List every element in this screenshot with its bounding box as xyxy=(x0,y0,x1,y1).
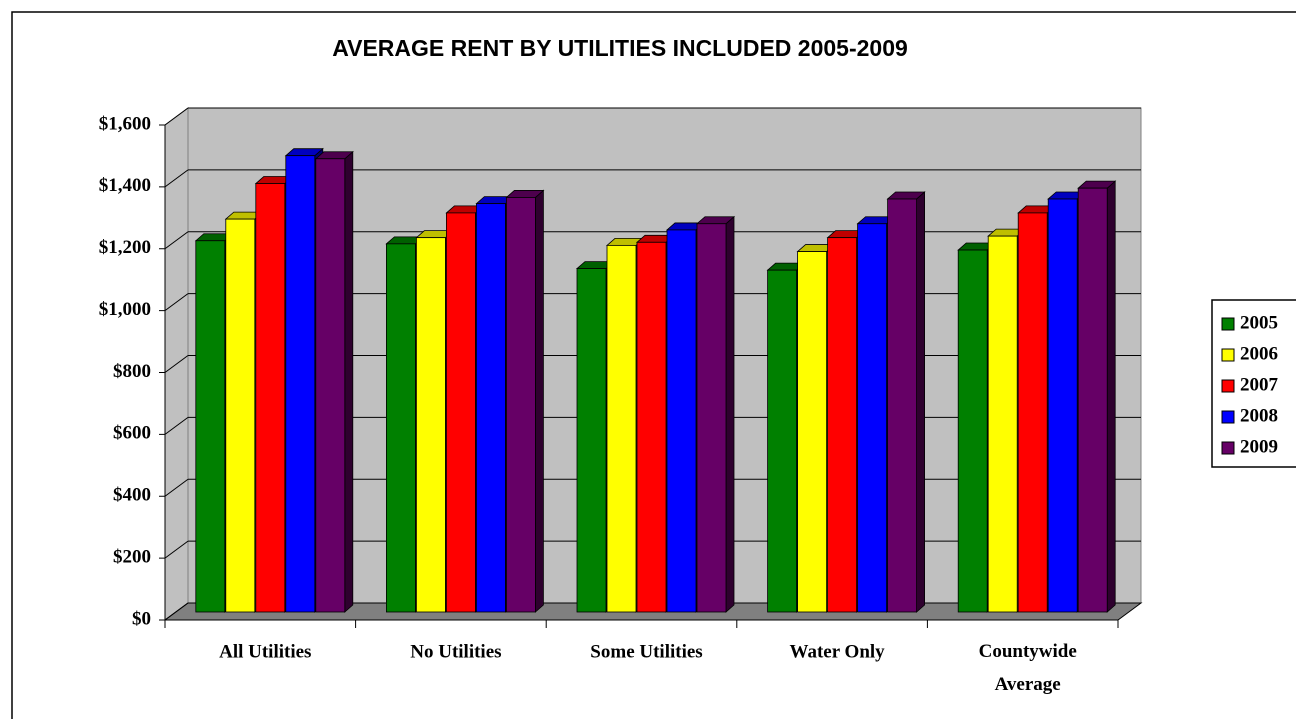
bar xyxy=(606,244,637,613)
bar xyxy=(445,212,476,613)
x-tick-label: Some Utilities xyxy=(590,641,702,662)
bar xyxy=(887,198,917,613)
grid-line-side xyxy=(164,416,189,435)
y-tick-label: $800 xyxy=(113,361,151,382)
bar xyxy=(576,268,607,613)
y-tick-label: $0 xyxy=(132,608,151,629)
bar xyxy=(385,243,416,613)
bar xyxy=(475,203,506,613)
bar xyxy=(1017,212,1048,613)
y-tick-label: $1,000 xyxy=(99,299,151,320)
bar xyxy=(505,197,536,613)
legend-swatch xyxy=(1221,410,1235,424)
y-tick-label: $200 xyxy=(113,546,151,567)
bar xyxy=(827,237,857,613)
bar xyxy=(696,223,727,613)
bar-side xyxy=(725,215,735,613)
legend-swatch xyxy=(1221,379,1235,393)
grid-line-side xyxy=(164,231,189,250)
bar xyxy=(285,155,316,613)
legend-label: 2008 xyxy=(1240,405,1278,426)
grid-line-side xyxy=(164,293,189,312)
chart-title: AVERAGE RENT BY UTILITIES INCLUDED 2005-… xyxy=(332,35,908,61)
bar xyxy=(666,229,697,613)
grid-line-side xyxy=(164,478,189,497)
legend-label: 2005 xyxy=(1240,312,1278,333)
grid-line-side xyxy=(164,355,189,373)
bar xyxy=(636,241,667,613)
y-tick-label: $400 xyxy=(113,485,151,506)
legend-swatch xyxy=(1221,441,1235,455)
legend-swatch xyxy=(1221,317,1235,331)
bar-side xyxy=(535,189,544,613)
bar xyxy=(1077,187,1108,613)
legend-label: 2006 xyxy=(1240,343,1278,364)
legend-swatch xyxy=(1221,348,1235,362)
bar xyxy=(225,218,256,613)
y-tick-label: $600 xyxy=(113,423,151,444)
x-tick-label: All Utilities xyxy=(219,641,311,662)
x-tick-label: Countywide Average xyxy=(979,641,1077,695)
bar xyxy=(797,251,827,613)
grid-line-side xyxy=(164,540,189,559)
y-tick-label: $1,200 xyxy=(99,237,151,258)
bar-side xyxy=(1106,180,1116,613)
x-tick-label: Water Only xyxy=(790,641,886,662)
legend-label: 2009 xyxy=(1240,436,1278,457)
bar xyxy=(1047,198,1078,613)
y-tick-label: $1,600 xyxy=(99,113,151,134)
bar xyxy=(255,183,286,613)
y-tick-label: $1,400 xyxy=(99,175,151,196)
bar-side xyxy=(916,191,925,613)
x-tick-label: No Utilities xyxy=(410,641,501,662)
bar xyxy=(987,235,1018,613)
bar xyxy=(195,240,226,613)
bar xyxy=(857,223,887,613)
grid-line-side xyxy=(164,107,189,126)
bar xyxy=(415,237,446,613)
grid-line-side xyxy=(164,169,189,188)
grid-line-side xyxy=(164,602,189,621)
bar xyxy=(957,249,988,613)
bar-side xyxy=(344,150,354,613)
bar xyxy=(315,158,346,613)
legend-label: 2007 xyxy=(1240,374,1279,395)
bar xyxy=(767,269,797,613)
